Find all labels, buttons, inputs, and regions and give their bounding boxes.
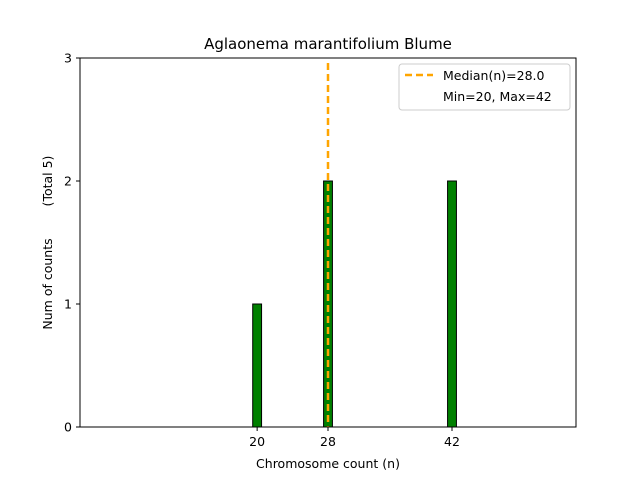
bars-layer — [252, 180, 457, 428]
x-axis-ticks: 20 28 42 — [249, 427, 460, 449]
bar-20 — [252, 303, 263, 428]
y-tick-label-1: 1 — [64, 297, 72, 312]
chart-title: Aglaonema marantifolium Blume — [204, 35, 452, 53]
x-tick-label-42: 42 — [444, 434, 460, 449]
y-axis-ticks: 0 1 2 3 — [64, 51, 80, 435]
x-tick-label-20: 20 — [249, 434, 265, 449]
y-axis-total-note: (Total 5) — [40, 156, 55, 207]
legend-median-label: Median(n)=28.0 — [443, 68, 544, 83]
x-axis-title: Chromosome count (n) — [256, 456, 400, 471]
y-tick-label-2: 2 — [64, 174, 72, 189]
legend-range-label: Min=20, Max=42 — [443, 89, 552, 104]
y-axis-title: Num of counts — [40, 238, 55, 329]
x-tick-label-28: 28 — [320, 434, 336, 449]
y-tick-label-3: 3 — [64, 51, 72, 66]
legend-box — [398, 63, 571, 111]
bar-42 — [447, 180, 457, 428]
legend: Median(n)=28.0 Min=20, Max=42 — [398, 63, 571, 111]
y-tick-label-0: 0 — [64, 420, 72, 435]
